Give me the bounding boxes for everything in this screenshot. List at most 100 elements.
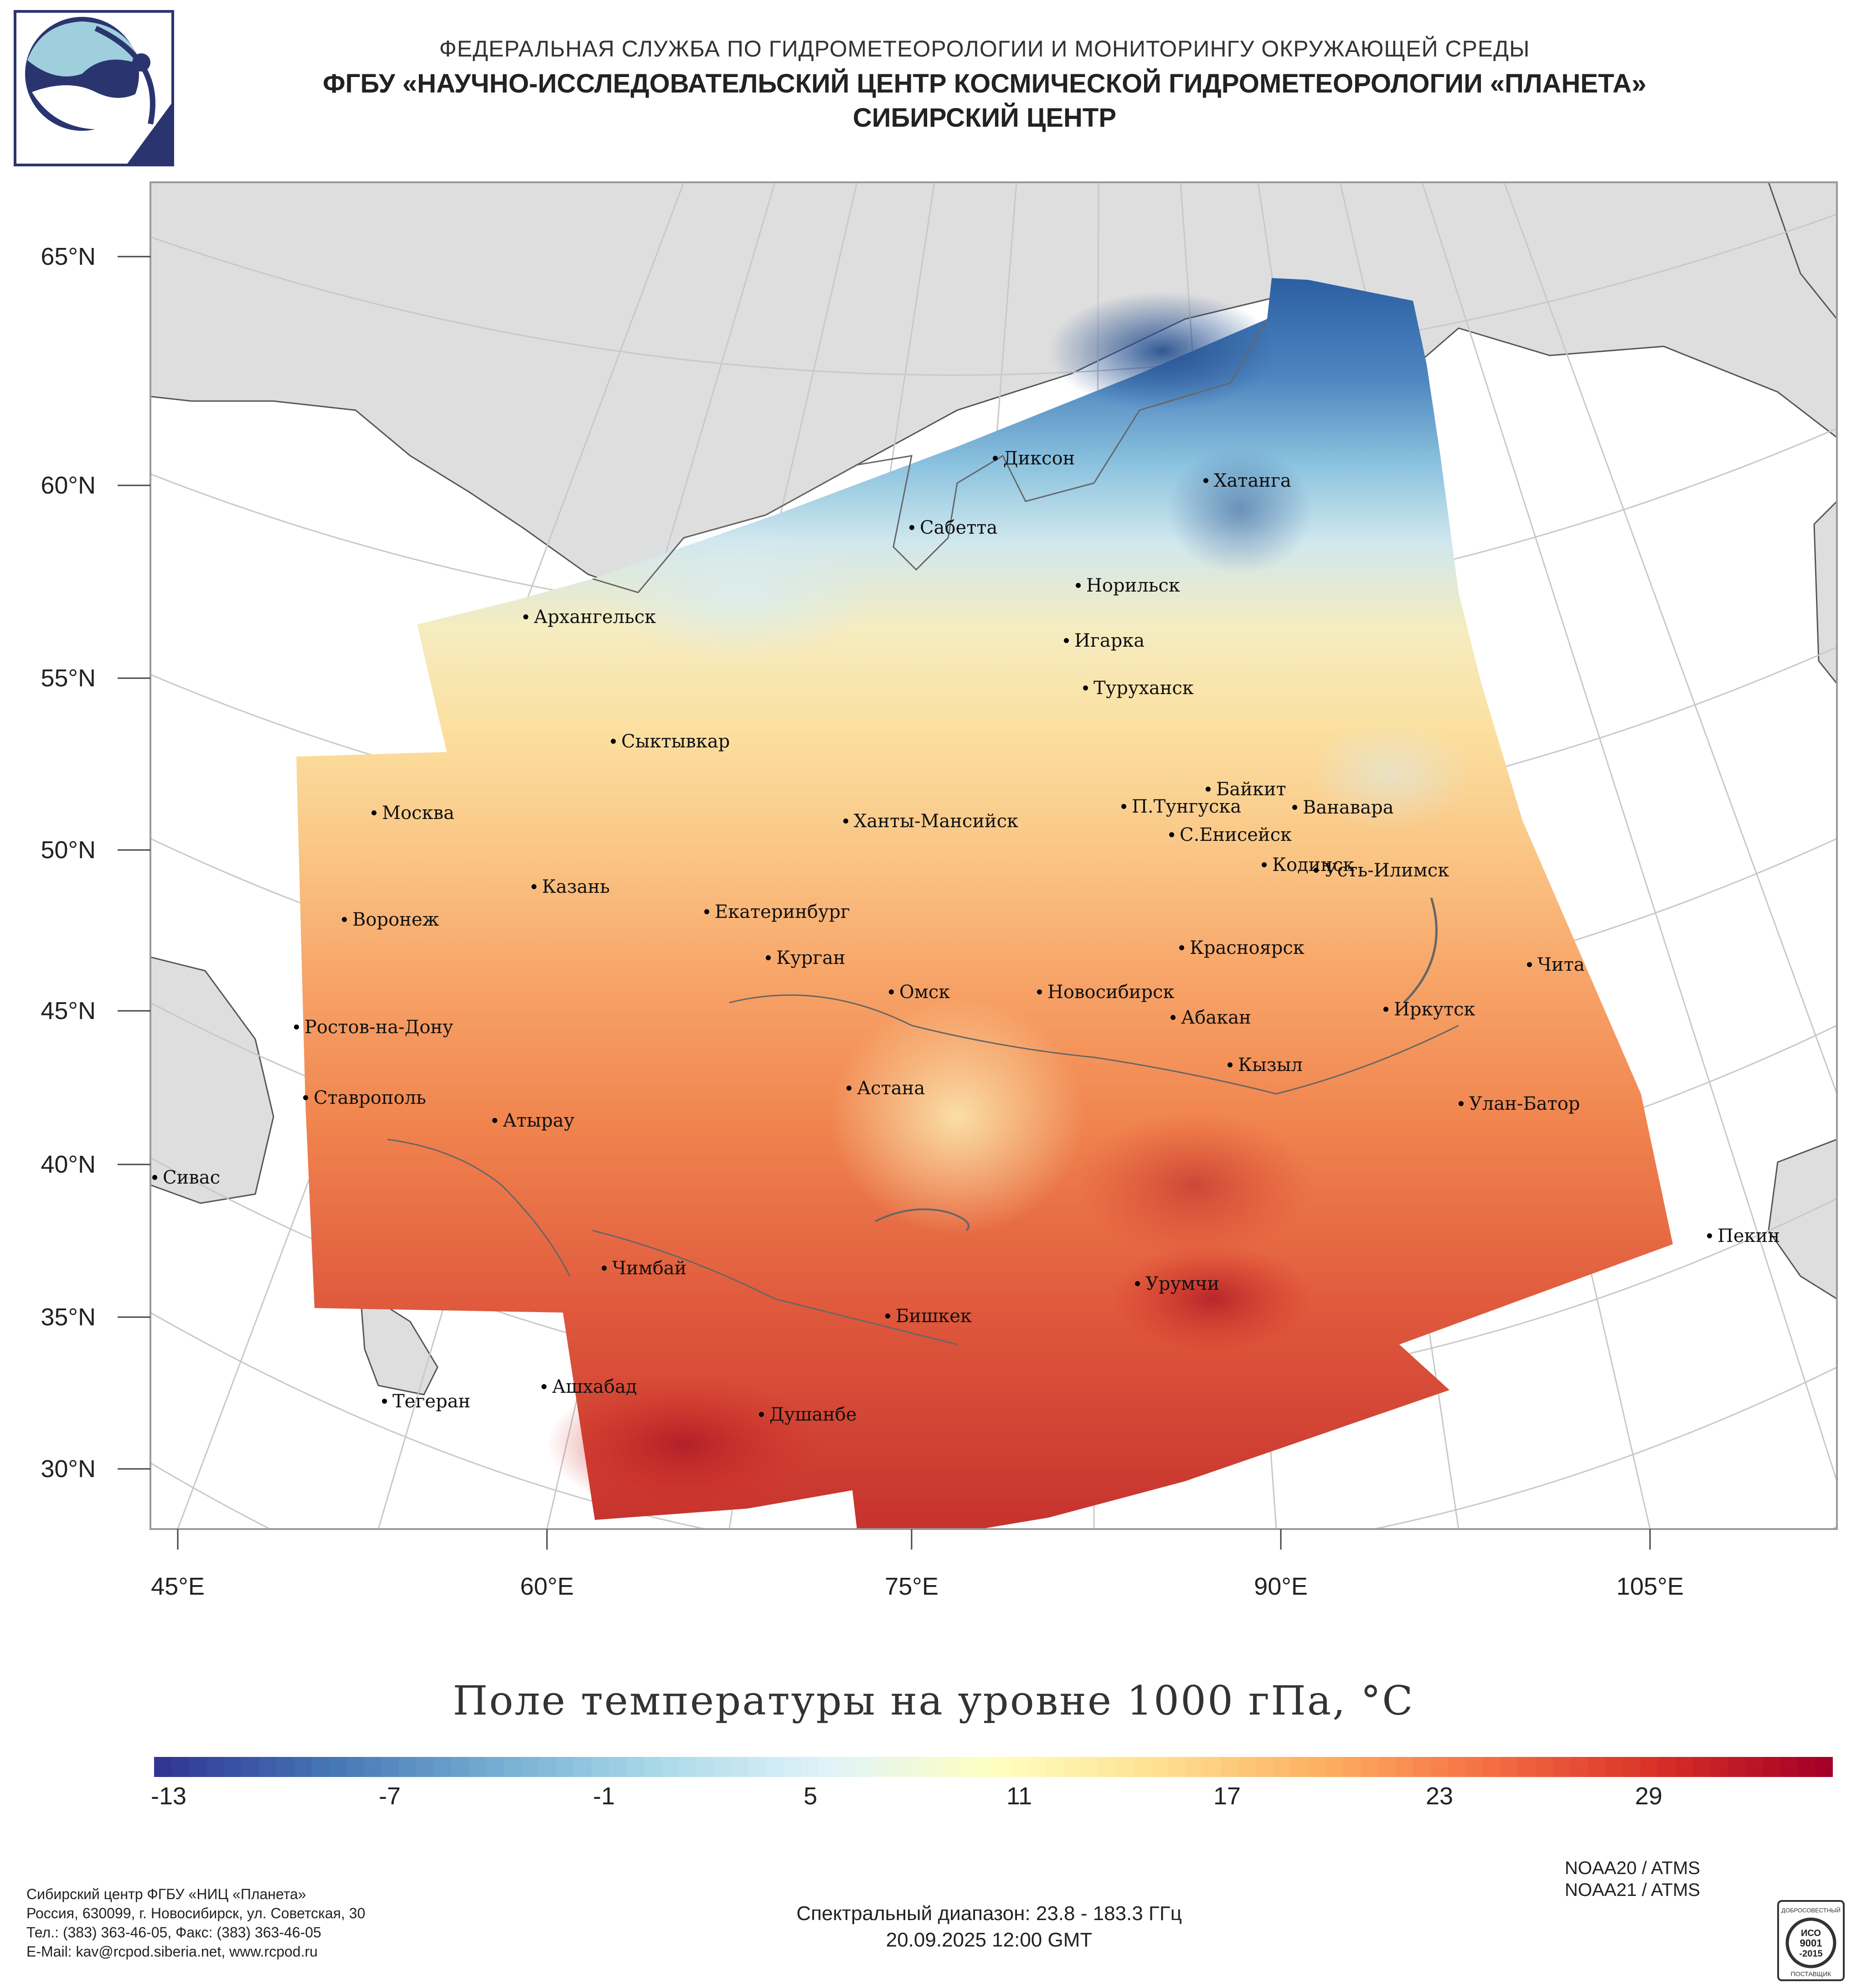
colorbar-segment [381,1757,399,1777]
colorbar-segment [486,1757,504,1777]
colorbar-segment [906,1757,924,1777]
lat-label-55: 55°N [41,664,96,692]
datetime: 20.09.2025 12:00 GMT [886,1929,1093,1951]
colorbar-segment [1640,1757,1658,1777]
city-label: Улан-Батор [1459,1095,1580,1113]
colorbar-segment [766,1757,784,1777]
city-label: Красноярск [1179,939,1305,957]
colorbar-segment [1763,1757,1781,1777]
colorbar-segment [1343,1757,1361,1777]
lon-label-60: 60°E [520,1573,574,1600]
land-areas [150,182,1837,1396]
colorbar-segment [993,1757,1011,1777]
footer-email: E-Mail: kav@rcpod.siberia.net, www.rcpod… [26,1943,318,1960]
colorbar-segment [259,1757,277,1777]
lon-label-75: 75°E [885,1573,939,1600]
colorbar-segment [661,1757,679,1777]
city-label: Чимбай [602,1259,686,1277]
colorbar-segment [1605,1757,1624,1777]
colorbar-segment [504,1757,522,1777]
colorbar-segment [1273,1757,1291,1777]
lon-label-45: 45°E [151,1573,205,1600]
colorbar-segment [1308,1757,1326,1777]
city-label: Кызыл [1227,1056,1303,1074]
colorbar-segment [1710,1757,1728,1777]
colorbar-segment [1028,1757,1047,1777]
colorbar-segment [1780,1757,1798,1777]
colorbar-segment [626,1757,644,1777]
colorbar-segment [329,1757,347,1777]
colorbar-segment [784,1757,802,1777]
colorbar-segment [888,1757,907,1777]
colorbar-title: Поле температуры на уровне 1000 гПа, °C [453,1677,1414,1724]
colorbar [154,1757,1833,1777]
colorbar-segment [241,1757,259,1777]
svg-text:ИСО: ИСО [1801,1928,1821,1938]
colorbar-segment [1745,1757,1764,1777]
lat-label-45: 45°N [41,997,96,1025]
svg-text:ДОБРОСОВЕСТНЫЙ: ДОБРОСОВЕСТНЫЙ [1781,1907,1841,1914]
lat-label-65: 65°N [41,243,96,270]
city-label: Екатеринбург [704,903,850,921]
colorbar-segment [1553,1757,1571,1777]
city-label: Омск [889,983,950,1001]
colorbar-segment [591,1757,609,1777]
city-label: Воронеж [342,911,439,929]
colorbar-segment [1150,1757,1169,1777]
lat-label-35: 35°N [41,1303,96,1331]
colorbar-segment [1413,1757,1431,1777]
colorbar-segment [1255,1757,1274,1777]
city-label: Ашхабад [542,1378,637,1396]
footer-contacts: Сибирский центр ФГБУ «НИЦ «Планета» Росс… [26,1885,365,1961]
city-label: Астана [846,1079,925,1097]
city-label: Туруханск [1083,679,1194,697]
colorbar-segment [1815,1757,1833,1777]
svg-text:9001: 9001 [1800,1937,1822,1949]
colorbar-segment [644,1757,662,1777]
colorbar-segment [1465,1757,1484,1777]
footer-org: Сибирский центр ФГБУ «НИЦ «Планета» [26,1886,306,1902]
colorbar-segment [1395,1757,1413,1777]
colorbar-segment [1133,1757,1151,1777]
axis-ticks [118,256,1651,1550]
city-label: Норильск [1076,577,1180,595]
colorbar-segment [818,1757,836,1777]
city-label: Пекин [1707,1227,1780,1245]
colorbar-segment [1623,1757,1641,1777]
colorbar-segment [364,1757,382,1777]
svg-text:-2015: -2015 [1799,1949,1822,1959]
colorbar-segment [1535,1757,1553,1777]
lon-label-90: 90°E [1254,1573,1308,1600]
city-label: Кодинск [1262,856,1354,874]
colorbar-segment [1203,1757,1221,1777]
colorbar-segment [276,1757,294,1777]
colorbar-segment [294,1757,312,1777]
colorbar-segment [451,1757,469,1777]
city-label: Ростов-на-Дону [294,1018,453,1036]
colorbar-segment [1570,1757,1588,1777]
city-label: Ханты-Мансийск [843,812,1018,830]
satellite-2: NOAA21 / ATMS [1564,1880,1700,1900]
colorbar-segment [171,1757,190,1777]
city-label: Атырау [492,1112,574,1130]
city-label: Чита [1527,956,1585,974]
lat-label-60: 60°N [41,472,96,499]
colorbar-segment [556,1757,574,1777]
colorbar-segment [189,1757,207,1777]
colorbar-segment [346,1757,364,1777]
city-label: Иркутск [1383,1000,1475,1019]
city-label: Тегеран [382,1392,470,1411]
satellite-1: NOAA20 / ATMS [1564,1858,1700,1878]
header-agency: ФЕДЕРАЛЬНАЯ СЛУЖБА ПО ГИДРОМЕТЕОРОЛОГИИ … [439,36,1530,62]
colorbar-segment [1518,1757,1536,1777]
colorbar-segment [1430,1757,1449,1777]
city-label: Сивас [152,1169,220,1187]
city-label: Курган [766,949,846,967]
temperature-field [296,278,1673,1529]
city-label: С.Енисейск [1169,826,1292,844]
colorbar-segment [1011,1757,1029,1777]
city-label: Новосибирск [1037,983,1174,1001]
colorbar-tick: -7 [378,1782,401,1810]
colorbar-segment [1675,1757,1693,1777]
colorbar-segment [1168,1757,1186,1777]
